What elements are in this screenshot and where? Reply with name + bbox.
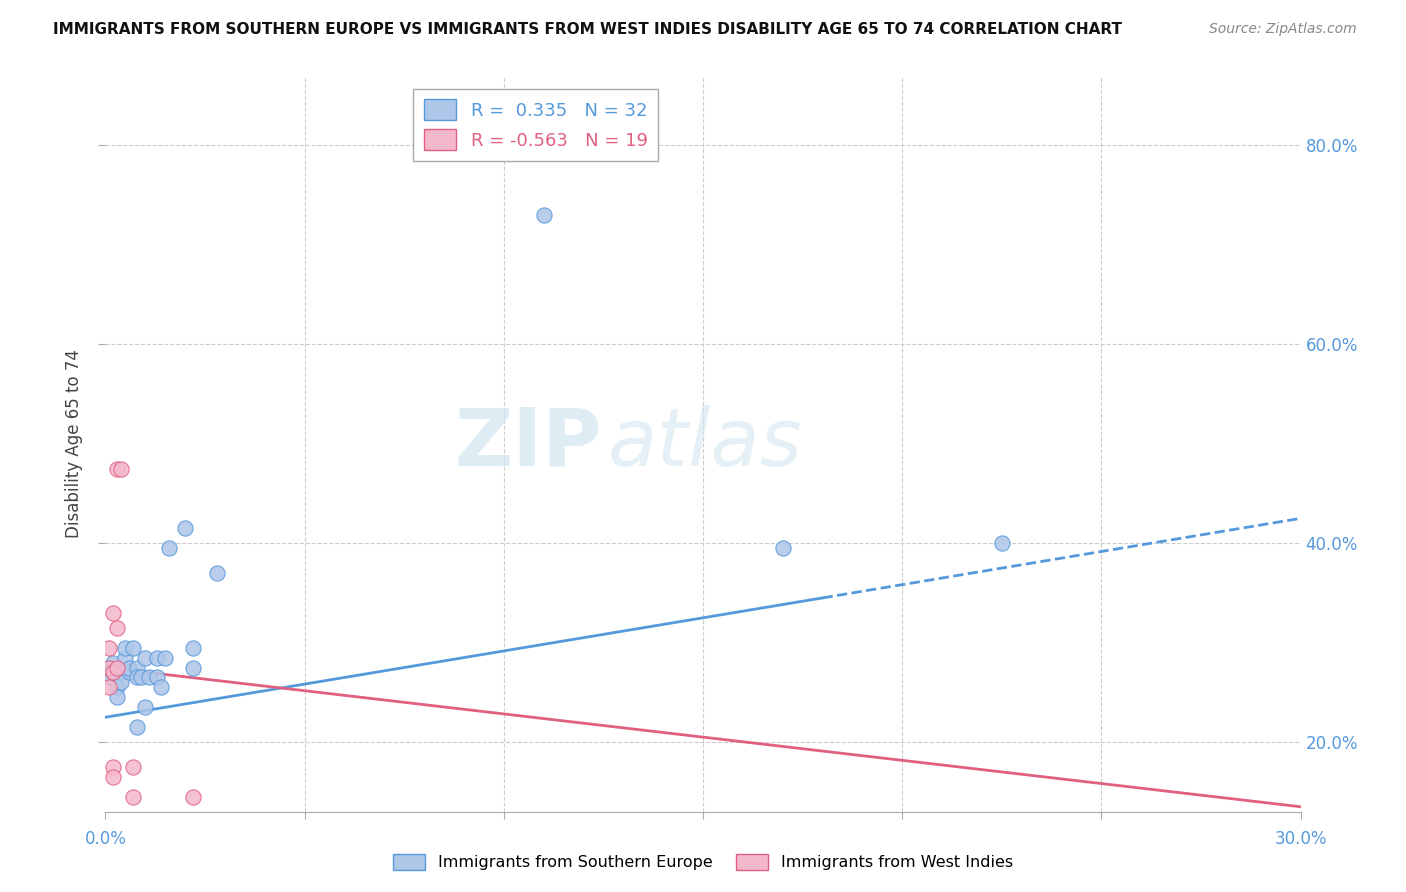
Point — [103, 606, 125, 620]
Point — [138, 670, 160, 684]
Point — [122, 640, 145, 655]
Text: Source: ZipAtlas.com: Source: ZipAtlas.com — [1209, 22, 1357, 37]
Point — [129, 670, 153, 684]
Point — [103, 665, 125, 680]
Text: IMMIGRANTS FROM SOUTHERN EUROPE VS IMMIGRANTS FROM WEST INDIES DISABILITY AGE 65: IMMIGRANTS FROM SOUTHERN EUROPE VS IMMIG… — [53, 22, 1122, 37]
Point — [107, 461, 129, 475]
Point — [1150, 839, 1173, 854]
Point — [950, 834, 973, 848]
Text: ZIP: ZIP — [454, 405, 602, 483]
Legend: Immigrants from Southern Europe, Immigrants from West Indies: Immigrants from Southern Europe, Immigra… — [387, 847, 1019, 877]
Point — [118, 665, 141, 680]
Point — [990, 834, 1012, 848]
Point — [114, 640, 136, 655]
Point — [103, 760, 125, 774]
Point — [110, 675, 132, 690]
Point — [1130, 839, 1153, 854]
Point — [134, 700, 156, 714]
Point — [990, 536, 1012, 550]
Point — [107, 621, 129, 635]
Point — [98, 640, 121, 655]
Point — [107, 681, 129, 695]
Point — [107, 690, 129, 705]
Point — [103, 656, 125, 670]
Point — [110, 665, 132, 680]
Point — [118, 660, 141, 674]
Text: 0.0%: 0.0% — [84, 830, 127, 847]
Point — [157, 541, 180, 556]
Point — [153, 650, 177, 665]
Point — [98, 681, 121, 695]
Point — [103, 665, 125, 680]
Point — [98, 660, 121, 674]
Point — [150, 681, 173, 695]
Point — [181, 789, 204, 804]
Point — [174, 521, 197, 535]
Point — [98, 660, 121, 674]
Point — [103, 770, 125, 784]
Point — [114, 650, 136, 665]
Text: 30.0%: 30.0% — [1274, 830, 1327, 847]
Legend: R =  0.335   N = 32, R = -0.563   N = 19: R = 0.335 N = 32, R = -0.563 N = 19 — [413, 88, 658, 161]
Point — [533, 208, 555, 222]
Point — [134, 650, 156, 665]
Point — [127, 660, 149, 674]
Point — [333, 820, 356, 834]
Point — [122, 760, 145, 774]
Point — [107, 660, 129, 674]
Point — [205, 566, 228, 580]
Point — [127, 670, 149, 684]
Point — [146, 670, 169, 684]
Y-axis label: Disability Age 65 to 74: Disability Age 65 to 74 — [65, 350, 83, 538]
Point — [122, 789, 145, 804]
Point — [181, 640, 204, 655]
Point — [110, 461, 132, 475]
Point — [146, 650, 169, 665]
Text: atlas: atlas — [607, 405, 803, 483]
Point — [98, 670, 121, 684]
Point — [772, 541, 794, 556]
Point — [127, 720, 149, 734]
Point — [181, 660, 204, 674]
